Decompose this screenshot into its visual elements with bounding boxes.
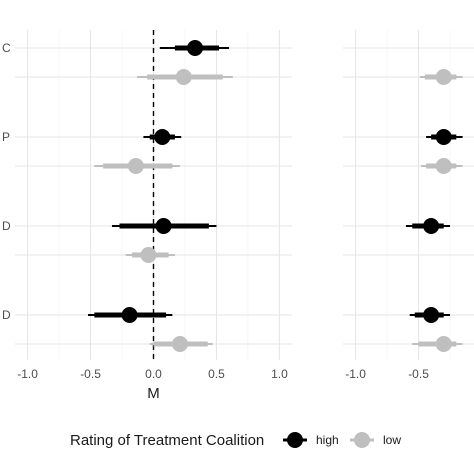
x-tick-label: -0.5 (408, 367, 429, 381)
panels: -1.0-0.50.00.51.0M-1.0-0.5SCPDD (2, 30, 474, 402)
row-label: D (2, 219, 11, 233)
estimate-point-low (175, 69, 192, 85)
estimate-point-high (154, 129, 171, 145)
panel-2: -1.0-0.5S (343, 30, 474, 381)
estimate-point-high (423, 218, 440, 234)
estimate-point-high (423, 307, 440, 323)
panel-title: M (147, 385, 160, 402)
panel-1: -1.0 -0.5 0.0 0.5 1.0 M (15, 30, 292, 402)
estimate-point-low (435, 158, 452, 174)
legend-key-low-point (354, 432, 370, 448)
estimate-point-high (155, 218, 172, 234)
estimate-point-low (435, 336, 452, 352)
x-tick-label: -0.5 (80, 367, 101, 381)
legend: Rating of Treatment Coalition high low (70, 432, 401, 449)
estimate-point-high (435, 129, 452, 145)
row-label: C (2, 41, 11, 55)
estimate-point-low (127, 158, 144, 174)
estimate-point-low (140, 247, 157, 263)
x-tick-label: -1.0 (17, 367, 38, 381)
x-tick-label: 1.0 (271, 367, 288, 381)
legend-key-high (283, 432, 307, 448)
legend-label-high: high (316, 433, 339, 447)
estimate-point-high (187, 40, 204, 56)
legend-title: Rating of Treatment Coalition (70, 432, 264, 449)
panel-background (343, 30, 474, 360)
estimate-point-high (121, 307, 138, 323)
row-label: D (2, 308, 11, 322)
x-tick-label: -1.0 (345, 367, 366, 381)
legend-key-low (350, 432, 374, 448)
row-label: P (2, 130, 10, 144)
legend-label-low: low (383, 433, 401, 447)
estimate-point-low (435, 69, 452, 85)
legend-key-high-point (287, 432, 303, 448)
estimate-point-low (171, 336, 188, 352)
x-tick-label: 0.0 (145, 367, 162, 381)
x-tick-label: 0.5 (208, 367, 225, 381)
